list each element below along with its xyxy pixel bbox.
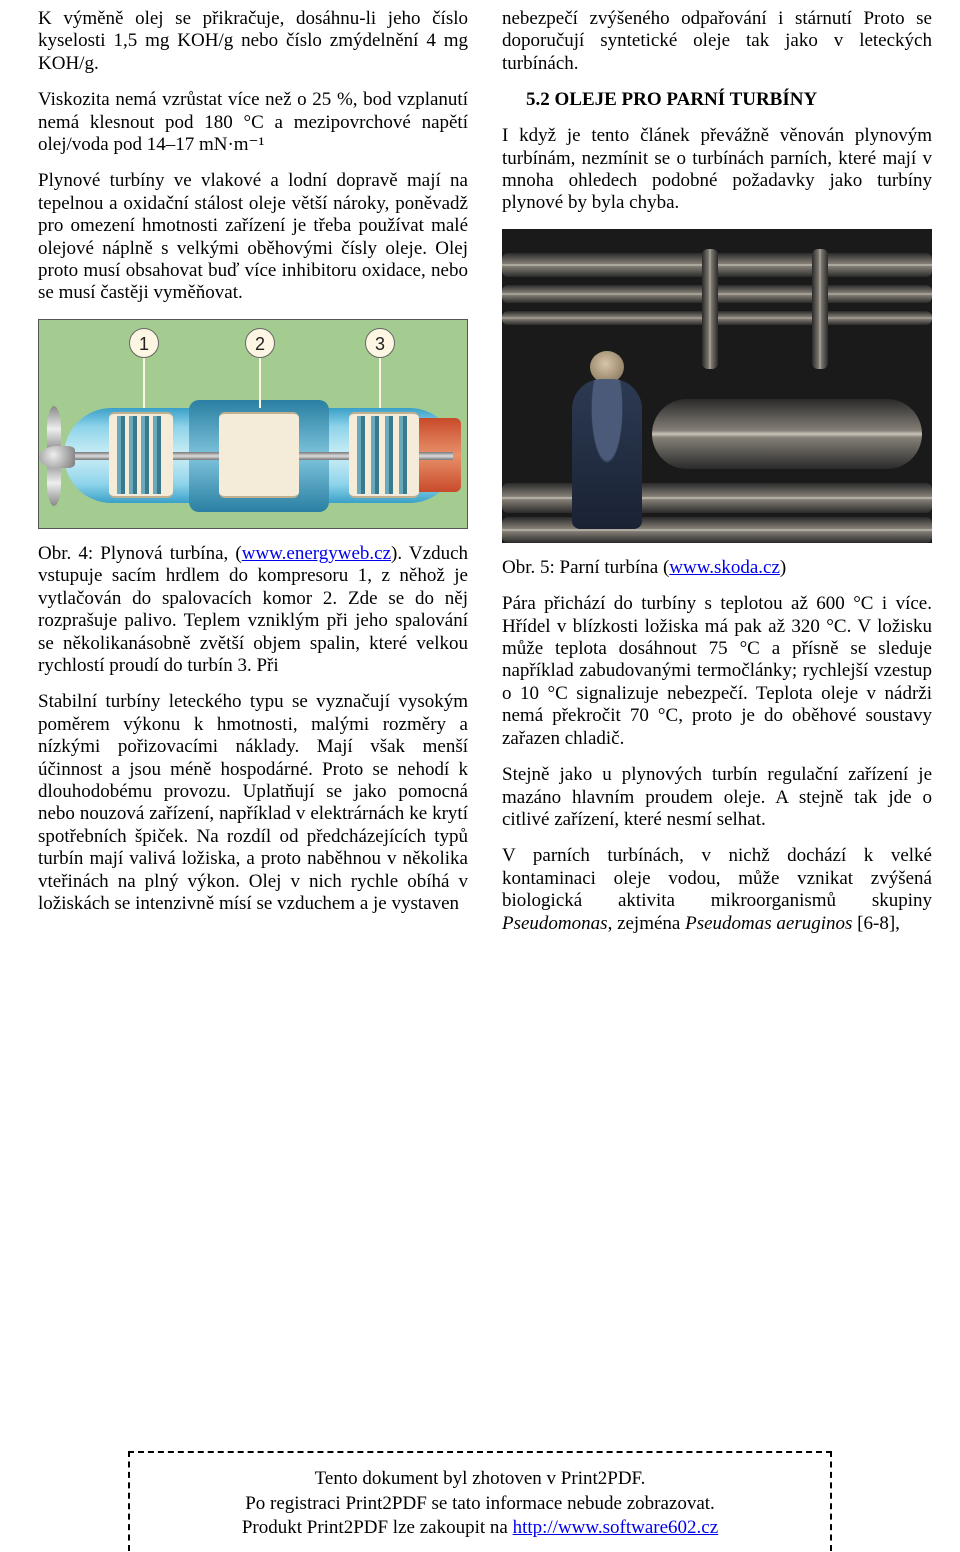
callout-label-3: 3 [365,328,395,358]
banner-line-2: Po registraci Print2PDF se tato informac… [150,1492,810,1517]
taxon-pseudomas-aeruginos: Pseudomas aeruginos [685,913,852,934]
caption-text: ) [780,557,786,578]
turbine-rotor [652,399,922,469]
callout-line [379,358,381,408]
left-paragraph-1: K výměně olej se přikračuje, dosáhnu-li … [38,8,468,75]
banner-text: Produkt Print2PDF lze zakoupit na [242,1517,513,1538]
callout-label-1: 1 [129,328,159,358]
skoda-link[interactable]: www.skoda.cz [669,557,780,578]
propeller [38,406,73,506]
callout-line [143,358,145,408]
text: , zejména [608,913,686,934]
turbine-blade [371,416,379,494]
propeller-hub [39,446,75,468]
support-column [812,249,828,369]
right-paragraph-1: nebezpečí zvýšeného odpařování i stárnut… [502,8,932,75]
support-column [702,249,718,369]
compressor-blade [129,416,137,494]
left-paragraph-3: Plynové turbíny ve vlakové a lodní dopra… [38,170,468,304]
energyweb-link[interactable]: www.energyweb.cz [242,543,391,564]
turbine-blade [399,416,407,494]
print2pdf-banner: Tento dokument byl zhotoven v Print2PDF.… [128,1451,832,1551]
figure-gas-turbine: 1 2 3 [38,319,468,529]
figure2-caption: Obr. 5: Parní turbína (www.skoda.cz) [502,557,932,579]
worker-figure [572,379,642,529]
caption-text: Obr. 5: Parní turbína ( [502,557,669,578]
propeller-blade [47,406,61,452]
figure1-caption: Obr. 4: Plynová turbína, (www.energyweb.… [38,543,468,677]
figure-steam-turbine [502,229,932,543]
floor [502,517,932,543]
right-paragraph-2: I když je tento článek převážně věnován … [502,125,932,215]
right-column: nebezpečí zvýšeného odpařování i stárnut… [502,8,932,949]
turbine-blade [357,416,365,494]
two-column-layout: K výměně olej se přikračuje, dosáhnu-li … [38,8,922,949]
page: K výměně olej se přikračuje, dosáhnu-li … [0,0,960,1552]
right-paragraph-5: V parních turbínách, v nichž dochází k v… [502,845,932,935]
left-paragraph-4: Stabilní turbíny leteckého typu se vyzna… [38,691,468,915]
callout-line [259,358,261,408]
compressor-blade [141,416,149,494]
turbine-base [502,483,932,513]
banner-line-3: Produkt Print2PDF lze zakoupit na http:/… [150,1516,810,1541]
section-heading-5-2: 5.2 OLEJE PRO PARNÍ TURBÍNY [502,89,932,111]
right-paragraph-3: Pára přichází do turbíny s teplotou až 6… [502,593,932,750]
callout-label-2: 2 [245,328,275,358]
caption-text: Obr. 4: Plynová turbína, ( [38,543,242,564]
software602-link[interactable]: http://www.software602.cz [513,1517,719,1538]
cutaway-combustion [219,412,299,498]
turbine-blade [385,416,393,494]
banner-line-1: Tento dokument byl zhotoven v Print2PDF. [150,1467,810,1492]
taxon-pseudomonas: Pseudomonas [502,913,608,934]
right-paragraph-4: Stejně jako u plynových turbín regulační… [502,764,932,831]
compressor-blade [153,416,161,494]
compressor-blade [117,416,125,494]
text: [6-8], [852,913,899,934]
left-column: K výměně olej se přikračuje, dosáhnu-li … [38,8,468,949]
text: V parních turbínách, v nichž dochází k v… [502,845,932,911]
left-paragraph-2: Viskozita nemá vzrůstat více než o 25 %,… [38,89,468,156]
